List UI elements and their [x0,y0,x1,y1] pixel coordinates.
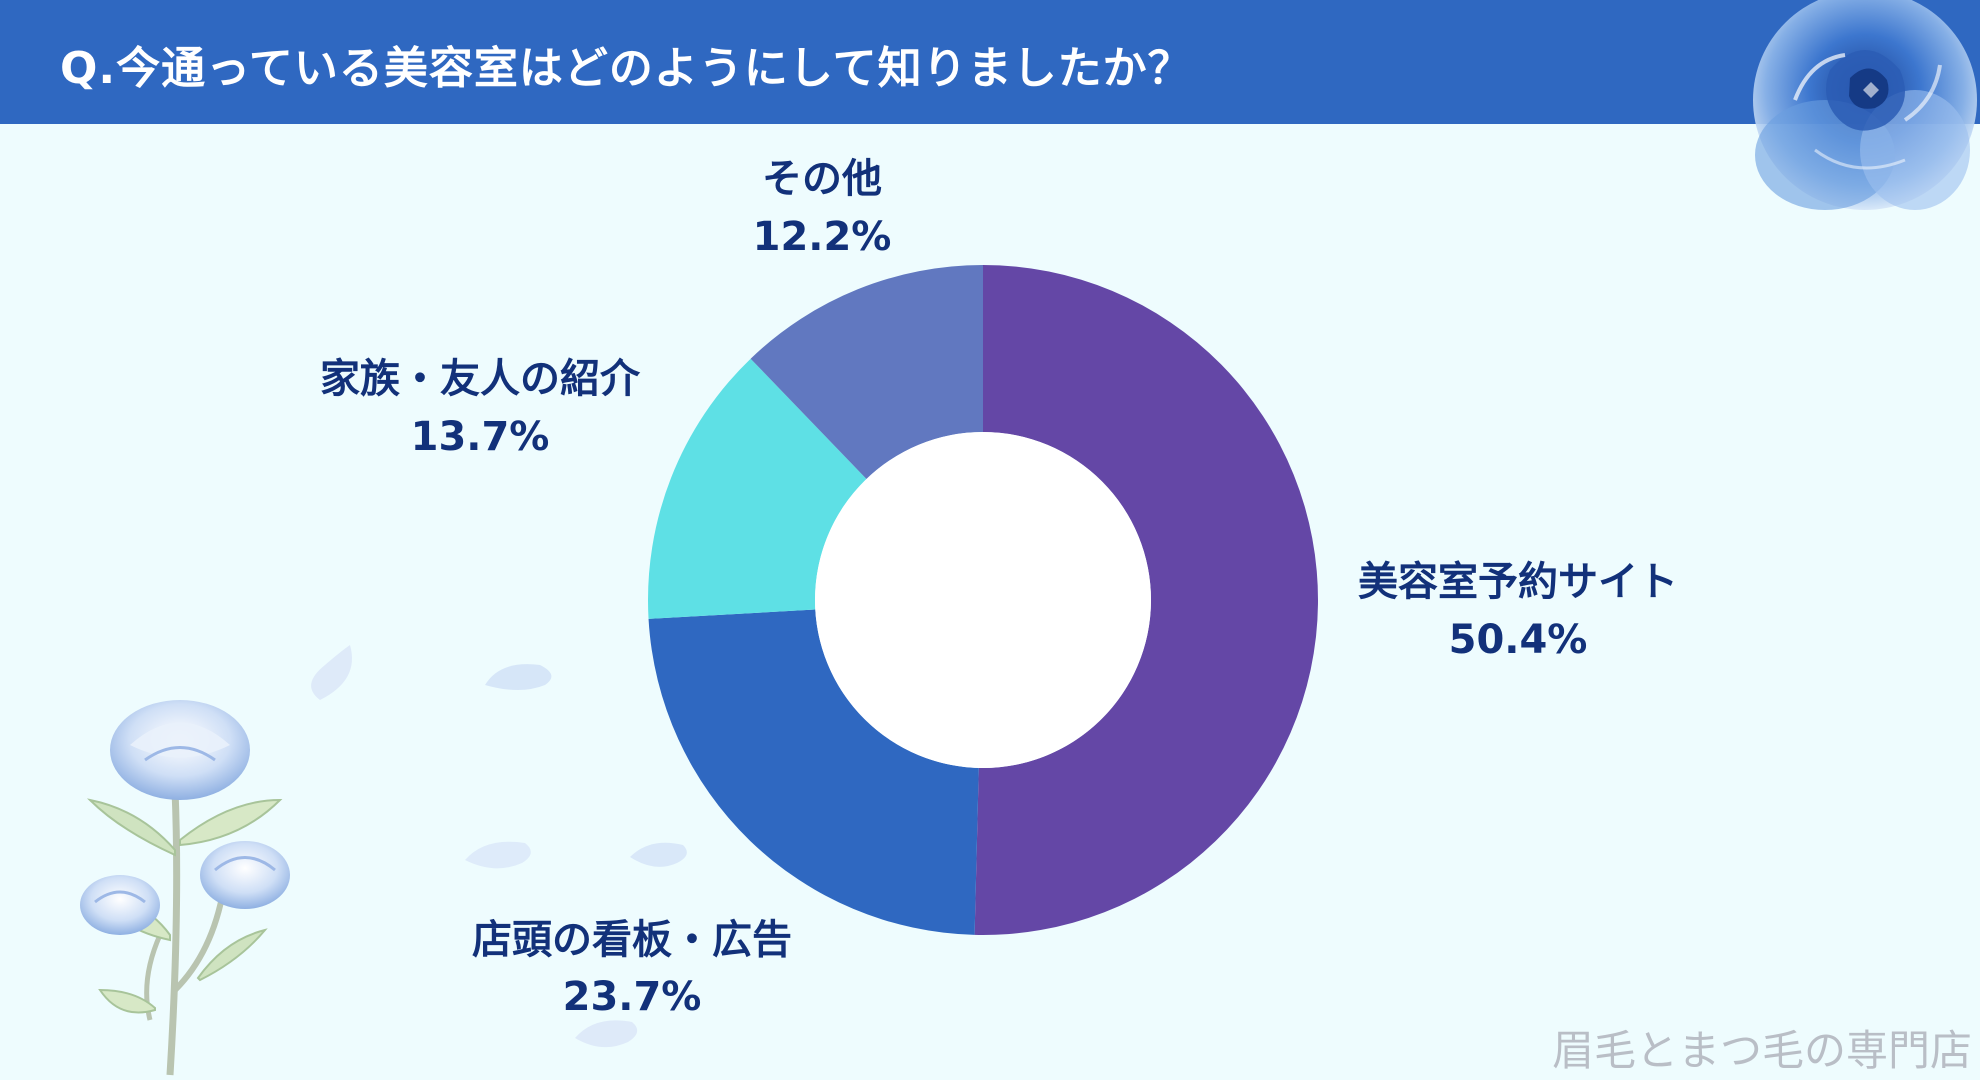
header-bar: Q.今通っている美容室はどのようにして知りましたか？ [0,0,1980,124]
watermark: 眉毛とまつ毛の専門店 [1551,1026,1972,1075]
rose-branch-icon [80,700,290,1076]
donut-hole [815,432,1151,768]
page-title: Q.今通っている美容室はどのようにして知りましたか？ [60,43,1193,94]
petal-icon [311,645,352,700]
slice-label-2: 店頭の看板・広告 [472,917,792,963]
slice-label-4: その他 [762,156,882,202]
donut-slice-4 [750,265,983,479]
blue-rose-icon [1753,0,1977,210]
donut-slice-1 [974,265,1318,935]
petal-icon [575,1020,638,1048]
slice-label-1: 美容室予約サイト [1358,559,1678,605]
slice-value-4: 12.2% [753,214,892,260]
slice-value-3: 13.7% [411,414,550,460]
slice-label-3: 家族・友人の紹介 [320,356,641,402]
donut-slice-2 [648,609,979,935]
donut-slice-3 [648,358,867,619]
petal-icon [465,841,531,869]
slice-value-1: 50.4% [1449,617,1588,663]
slice-value-2: 23.7% [563,974,702,1020]
petal-icon [630,842,687,867]
petal-icon [485,664,552,690]
